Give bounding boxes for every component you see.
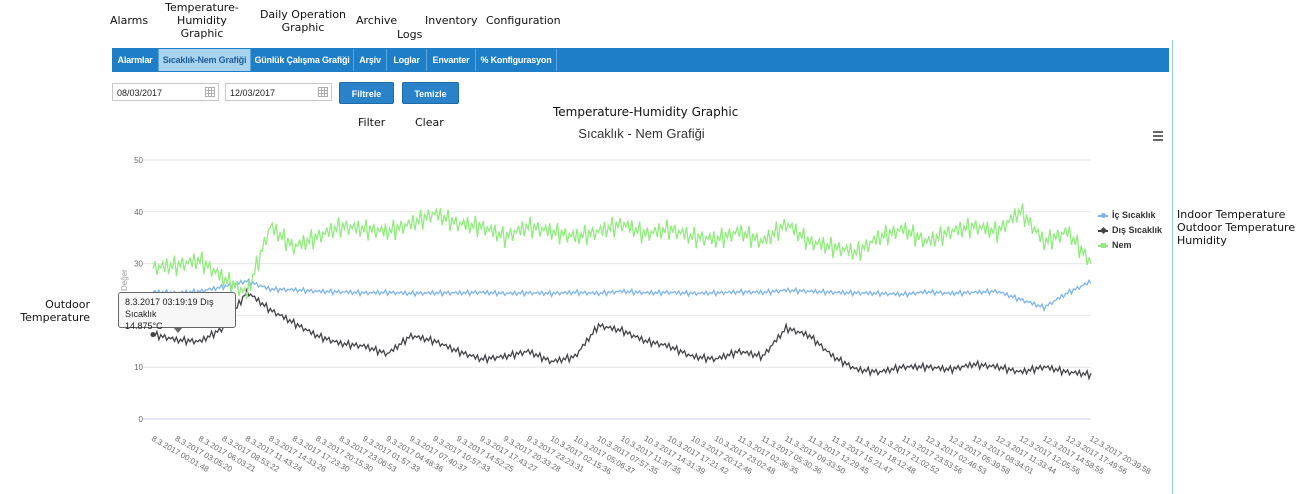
series-line-2[interactable]	[152, 203, 1092, 300]
y-tick-label: 30	[134, 260, 143, 269]
series-line-0[interactable]	[152, 277, 1092, 313]
calendar-icon[interactable]	[318, 87, 328, 97]
tab-logs[interactable]: Loglar	[387, 49, 427, 71]
annotation-logs: Logs	[397, 28, 423, 41]
nav-bar	[112, 48, 1169, 72]
annotation-alarms: Alarms	[110, 14, 149, 27]
tooltip-line2: 14.875°C	[125, 321, 163, 331]
menu-icon[interactable]	[1153, 131, 1163, 141]
annotation-clear: Clear	[415, 116, 444, 129]
series-line-1[interactable]	[152, 287, 1092, 381]
annotation-chart-title: Temperature-Humidity Graphic	[553, 105, 739, 119]
annotation-configuration: Configuration	[486, 14, 561, 27]
legend-item-outdoor[interactable]: Dış Sıcaklık	[1098, 223, 1162, 238]
y-axis-label: Değer	[120, 269, 129, 291]
end-date-value: 12/03/2017	[230, 88, 276, 98]
annotation-temp-humidity: Temperature- Humidity Graphic	[165, 1, 239, 40]
annotation-inventory: Inventory	[425, 14, 478, 27]
y-tick-label: 10	[134, 363, 143, 372]
y-tick-label: 0	[139, 415, 144, 424]
y-tick-label: 40	[134, 208, 143, 217]
legend-label: Dış Sıcaklık	[1112, 225, 1163, 235]
tab-configuration[interactable]: % Konfigurasyon	[476, 49, 557, 71]
clear-button[interactable]: Temizle	[402, 82, 459, 104]
hover-point[interactable]	[150, 332, 156, 338]
tab-inventory[interactable]: Envanter	[427, 49, 476, 71]
annotation-filter: Filter	[358, 116, 386, 129]
tab-daily-operation[interactable]: Günlük Çalışma Grafiği	[251, 49, 354, 71]
start-date-value: 08/03/2017	[117, 88, 163, 98]
tooltip-line1: 8.3.2017 03:19:19 Dış Sıcaklık	[125, 297, 214, 319]
chart-tooltip: 8.3.2017 03:19:19 Dış Sıcaklık 14.875°C	[118, 292, 236, 333]
annotation-tooltip: Outdoor Temperature	[20, 298, 90, 324]
tab-archive[interactable]: Arşiv	[354, 49, 387, 71]
filter-button[interactable]: Filtrele	[339, 82, 394, 104]
tab-configuration-label: Konfigurasyon	[490, 55, 552, 65]
end-date-input[interactable]: 12/03/2017	[225, 83, 332, 101]
y-tick-label: 50	[134, 156, 143, 165]
annotation-legend: Indoor Temperature Outdoor Temperature H…	[1177, 208, 1296, 247]
panel-border	[1172, 40, 1173, 494]
tab-alarms[interactable]: Alarmlar	[112, 49, 159, 71]
annotation-archive: Archive	[356, 14, 398, 27]
legend-label: İç Sıcaklık	[1112, 210, 1156, 220]
start-date-input[interactable]: 08/03/2017	[112, 83, 219, 101]
percent-icon: %	[480, 55, 489, 65]
chart-legend: İç Sıcaklık Dış Sıcaklık Nem	[1098, 208, 1162, 253]
annotation-daily-operation: Daily Operation Graphic	[259, 8, 347, 34]
chart-title: Sıcaklık - Nem Grafiği	[578, 126, 705, 141]
calendar-icon[interactable]	[205, 87, 215, 97]
legend-item-indoor[interactable]: İç Sıcaklık	[1098, 208, 1162, 223]
tab-temperature-humidity[interactable]: Sıcaklık-Nem Grafiği	[159, 49, 251, 71]
legend-item-humidity[interactable]: Nem	[1098, 238, 1162, 253]
legend-label: Nem	[1112, 240, 1132, 250]
